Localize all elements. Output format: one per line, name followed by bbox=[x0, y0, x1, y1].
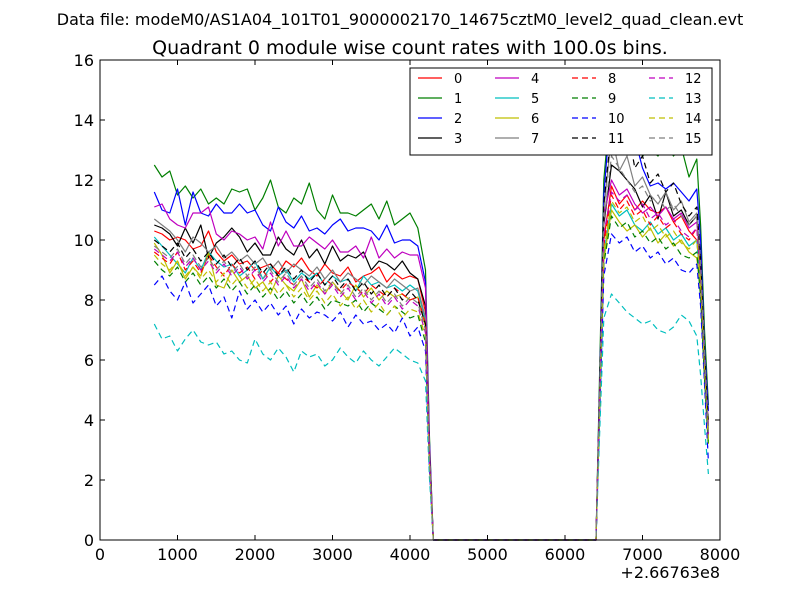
series-line-3 bbox=[154, 164, 709, 541]
series-line-10 bbox=[153, 233, 709, 541]
axes-frame bbox=[99, 59, 721, 541]
y-tick-label: 8 bbox=[84, 291, 94, 310]
series-line-2 bbox=[153, 98, 709, 541]
x-tick-label: 3000 bbox=[312, 545, 353, 564]
series-line-9 bbox=[153, 215, 709, 541]
series-line-14 bbox=[153, 200, 709, 541]
legend-label-10: 10 bbox=[608, 112, 625, 127]
series-line-15 bbox=[153, 155, 709, 541]
y-tick-label: 12 bbox=[74, 171, 94, 190]
series-line-8 bbox=[153, 194, 709, 541]
legend-label-6: 6 bbox=[531, 112, 539, 127]
y-tick-label: 2 bbox=[84, 471, 94, 490]
series-line-7 bbox=[153, 134, 709, 541]
y-tick-label: 16 bbox=[74, 51, 94, 70]
legend-label-7: 7 bbox=[531, 132, 539, 147]
x-tick-label: 7000 bbox=[622, 545, 663, 564]
legend-label-13: 13 bbox=[685, 92, 702, 107]
x-tick-label: 6000 bbox=[545, 545, 586, 564]
legend-label-2: 2 bbox=[454, 112, 462, 127]
y-tick-label: 10 bbox=[74, 231, 94, 250]
figure-suptitle: Data file: modeM0/AS1A04_101T01_90000021… bbox=[57, 10, 743, 30]
legend-label-11: 11 bbox=[608, 132, 625, 147]
x-tick-label: 8000 bbox=[700, 545, 741, 564]
legend-frame bbox=[409, 67, 713, 156]
series-line-5 bbox=[153, 203, 709, 541]
legend-label-0: 0 bbox=[454, 72, 462, 87]
legend-label-1: 1 bbox=[454, 92, 462, 107]
y-tick-label: 4 bbox=[84, 411, 94, 430]
chart-title: Quadrant 0 module wise count rates with … bbox=[152, 37, 668, 59]
legend-label-15: 15 bbox=[685, 132, 702, 147]
legend-label-8: 8 bbox=[608, 72, 616, 87]
legend-label-4: 4 bbox=[531, 72, 539, 87]
ticks-layer: 0 1000 2000 3000 4000 5000 6000 7000 80000246810… bbox=[74, 51, 741, 564]
x-offset-label: +2.66763e8 bbox=[620, 563, 720, 582]
legend-label-9: 9 bbox=[608, 92, 616, 107]
y-tick-label: 14 bbox=[74, 111, 94, 130]
y-tick-label: 6 bbox=[84, 351, 94, 370]
x-tick-label: 5000 bbox=[467, 545, 508, 564]
x-tick-label: 4000 bbox=[390, 545, 431, 564]
plot-area: 0 1000 2000 3000 4000 5000 6000 7000 80000246810… bbox=[74, 51, 741, 582]
x-tick-label: 1000 bbox=[157, 545, 198, 564]
legend-label-14: 14 bbox=[685, 112, 702, 127]
legend-label-12: 12 bbox=[685, 72, 702, 87]
series-line-4 bbox=[154, 179, 709, 541]
x-tick-label: 2000 bbox=[235, 545, 276, 564]
x-tick-label: 0 bbox=[95, 545, 105, 564]
series-line-13 bbox=[153, 293, 709, 541]
y-tick-label: 0 bbox=[84, 531, 94, 550]
series-line-0 bbox=[154, 185, 709, 541]
legend-label-5: 5 bbox=[531, 92, 539, 107]
series-layer bbox=[153, 92, 709, 541]
legend-label-3: 3 bbox=[454, 132, 462, 147]
